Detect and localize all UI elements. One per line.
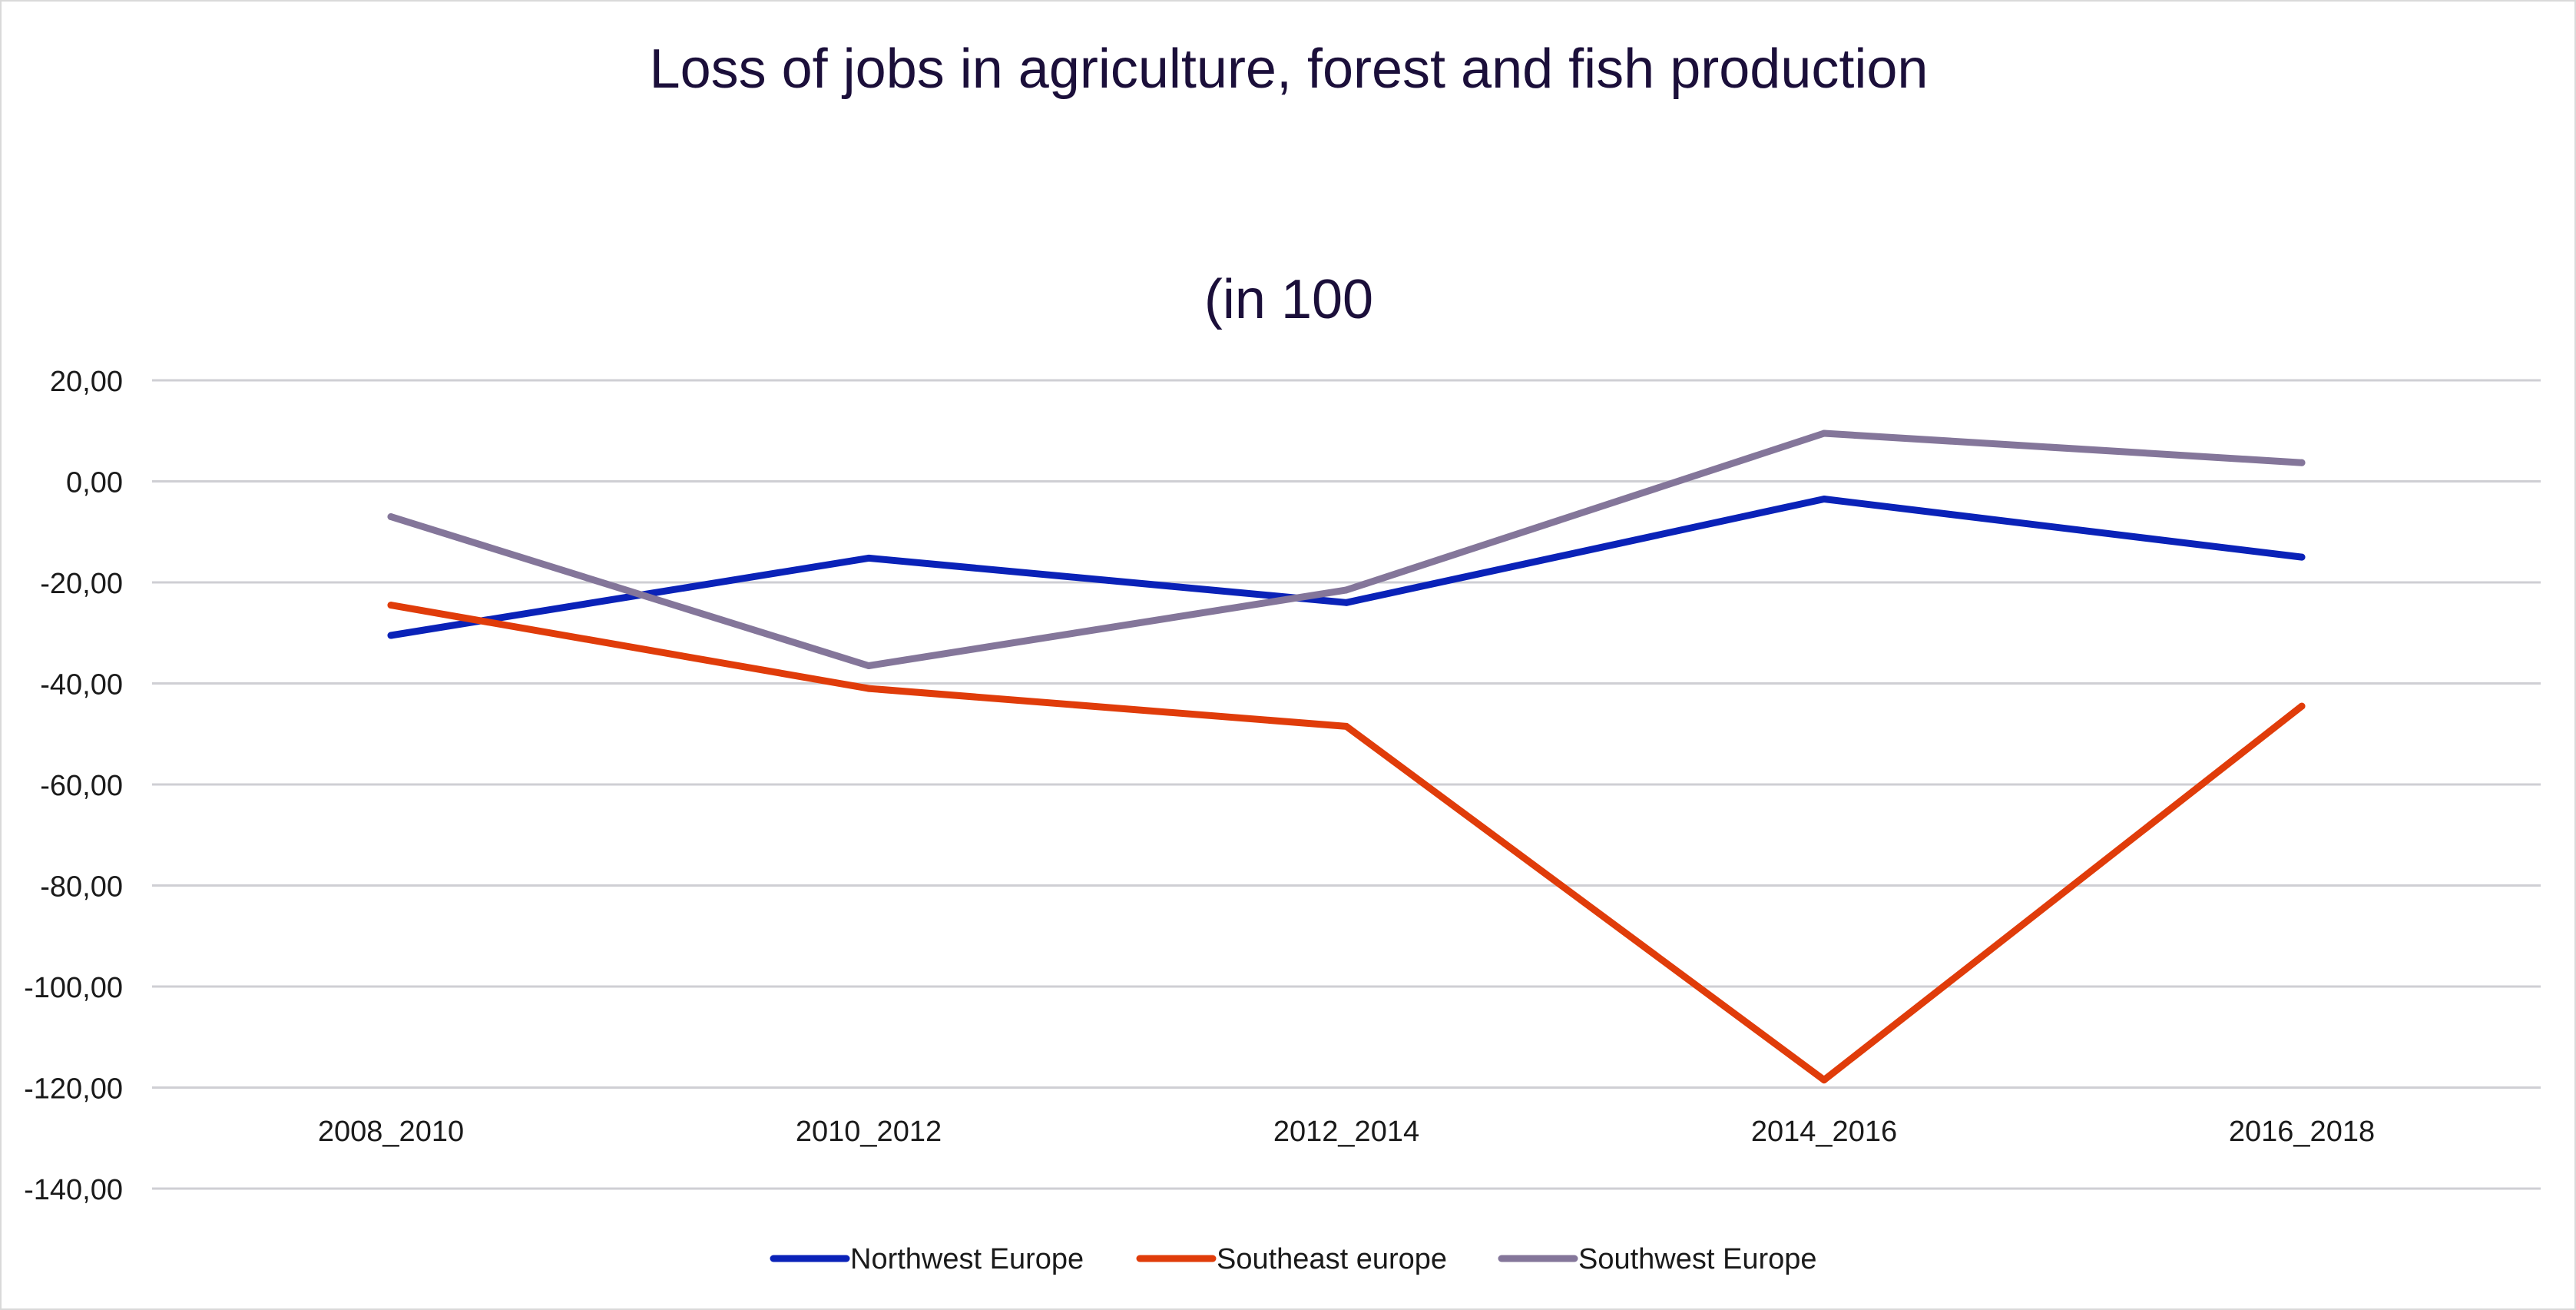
chart-title: Loss of jobs in agriculture, forest and … xyxy=(650,38,1929,100)
data-point xyxy=(387,513,395,521)
x-tick-label: 2008_2010 xyxy=(318,1116,464,1148)
data-point xyxy=(865,554,872,562)
data-point xyxy=(1343,586,1350,594)
data-point xyxy=(1820,1076,1828,1084)
series-line-1 xyxy=(387,602,2306,1084)
legend: Northwest Europe Southeast europe Southwes… xyxy=(770,1243,1817,1275)
y-axis: 20,00 0,00 -20,00 -40,00 -60,00 -80,00 -100,00… xyxy=(24,366,123,1206)
data-point xyxy=(2298,702,2306,710)
x-tick-label: 2016_2018 xyxy=(2229,1116,2375,1148)
data-point xyxy=(1343,722,1350,730)
series-line-0 xyxy=(387,496,2306,639)
data-point xyxy=(2298,553,2306,561)
data-point xyxy=(865,662,872,669)
x-tick-label: 2010_2012 xyxy=(796,1116,942,1148)
data-point xyxy=(2298,459,2306,466)
y-tick-label: -60,00 xyxy=(40,770,123,802)
y-tick-label: -120,00 xyxy=(24,1073,123,1106)
y-tick-label: -100,00 xyxy=(24,972,123,1004)
x-tick-label: 2012_2014 xyxy=(1273,1116,1419,1148)
y-tick-label: 20,00 xyxy=(50,366,123,398)
data-point xyxy=(1820,429,1828,437)
legend-label: Southwest Europe xyxy=(1578,1243,1817,1275)
chart-subtitle: (in 100 xyxy=(1204,269,1373,330)
y-tick-label: -80,00 xyxy=(40,871,123,904)
data-point xyxy=(387,602,395,609)
series xyxy=(387,429,2306,1084)
x-tick-label: 2014_2016 xyxy=(1751,1116,1897,1148)
series-line-2 xyxy=(387,429,2306,669)
data-point xyxy=(865,685,872,692)
x-axis: 2008_2010 2010_2012 2012_2014 2014_2016 2016… xyxy=(318,1116,2375,1148)
y-tick-label: -20,00 xyxy=(40,568,123,600)
y-tick-label: -140,00 xyxy=(24,1174,123,1206)
data-point xyxy=(387,632,395,639)
legend-label: Southeast europe xyxy=(1217,1243,1447,1275)
grid xyxy=(152,379,2541,1190)
y-tick-label: 0,00 xyxy=(66,467,123,499)
y-tick-label: -40,00 xyxy=(40,669,123,701)
data-point xyxy=(1820,496,1828,503)
data-point xyxy=(1343,599,1350,606)
legend-label: Northwest Europe xyxy=(850,1243,1084,1275)
